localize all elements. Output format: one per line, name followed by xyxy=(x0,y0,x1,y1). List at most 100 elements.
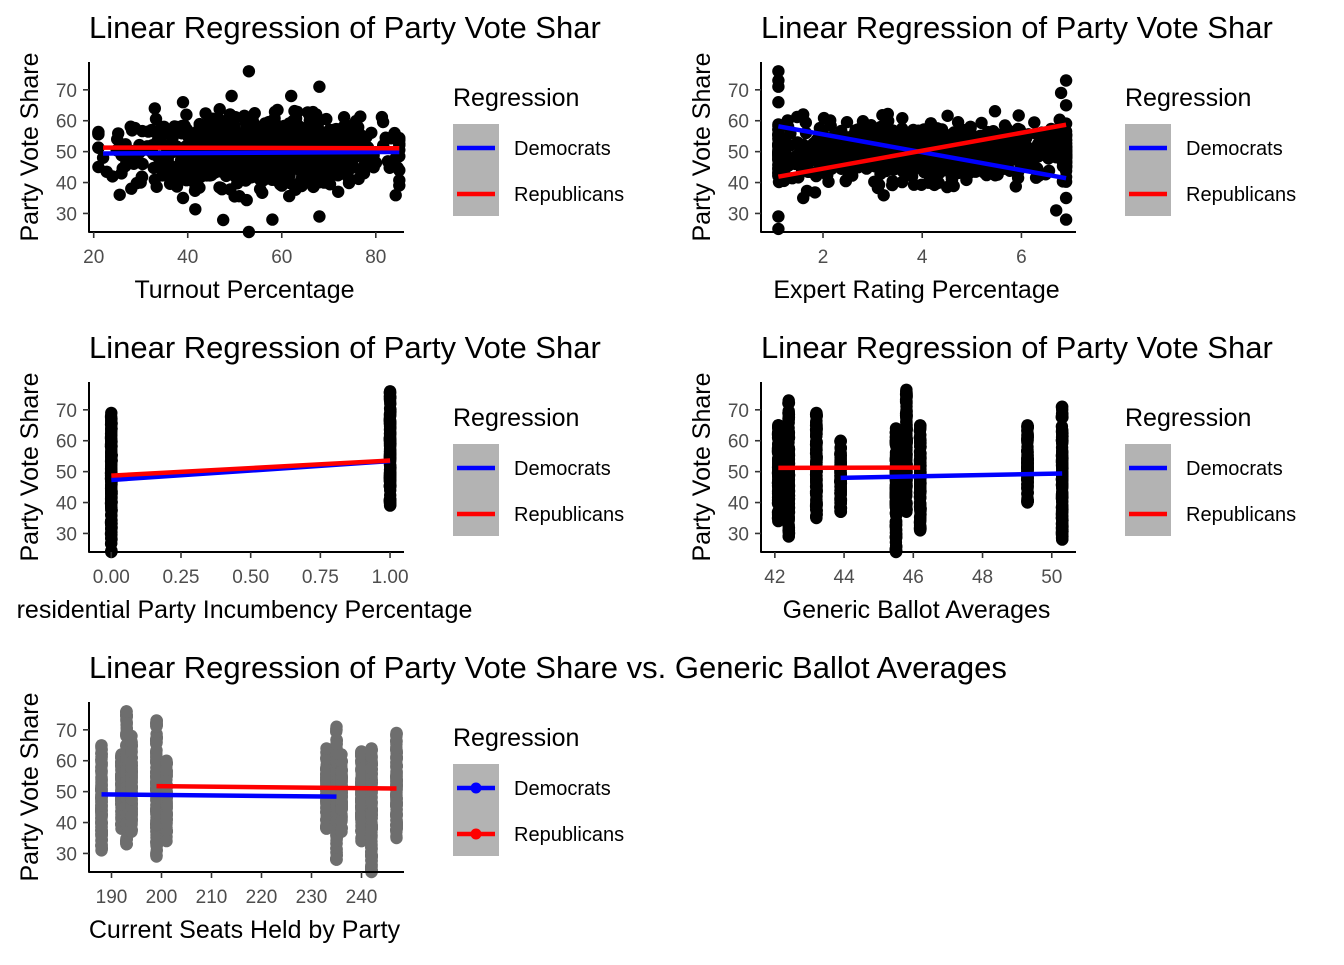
data-point xyxy=(105,458,117,470)
data-point xyxy=(914,419,926,431)
data-point xyxy=(338,111,350,123)
data-point xyxy=(1026,158,1038,170)
data-point xyxy=(390,799,402,811)
data-point xyxy=(176,127,188,139)
data-point xyxy=(1060,213,1072,225)
y-tick-label: 70 xyxy=(728,401,749,422)
y-tick-label: 30 xyxy=(728,204,749,225)
data-point xyxy=(149,174,161,186)
data-point xyxy=(1056,533,1068,545)
x-tick-label: 80 xyxy=(365,247,386,268)
data-point xyxy=(330,853,342,865)
data-point xyxy=(1013,109,1025,121)
data-point xyxy=(1050,204,1062,216)
data-point xyxy=(1056,401,1068,413)
data-point xyxy=(160,835,172,847)
legend-label-republicans: Republicans xyxy=(514,824,624,846)
data-point xyxy=(332,169,344,181)
legend-title: Regression xyxy=(1125,404,1251,432)
legend-label-democrats: Democrats xyxy=(514,138,611,160)
data-point xyxy=(1056,458,1068,470)
data-point xyxy=(875,121,887,133)
data-point xyxy=(900,454,912,466)
data-point xyxy=(1060,149,1072,161)
data-point xyxy=(810,407,822,419)
legend-label-republicans: Republicans xyxy=(1186,184,1296,206)
x-axis-label: Expert Rating Percentage xyxy=(773,276,1059,304)
data-point xyxy=(941,181,953,193)
data-point xyxy=(914,454,926,466)
x-tick-label: 6 xyxy=(1016,247,1027,268)
y-tick-label: 70 xyxy=(56,81,77,102)
data-point xyxy=(810,439,822,451)
data-point xyxy=(896,112,908,124)
data-point xyxy=(390,832,402,844)
legend-label-democrats: Democrats xyxy=(1186,138,1283,160)
data-point xyxy=(335,766,347,778)
data-point xyxy=(390,753,402,765)
chart-title: Linear Regression of Party Vote Shar xyxy=(89,330,601,365)
regression-line-democrats xyxy=(102,794,337,796)
y-tick-label: 40 xyxy=(56,494,77,515)
y-tick-label: 30 xyxy=(56,524,77,545)
data-point xyxy=(216,132,228,144)
data-point xyxy=(95,739,107,751)
y-axis-label: Party Vote Share xyxy=(688,372,716,561)
legend-key-background xyxy=(453,444,499,536)
data-point xyxy=(354,110,366,122)
data-point xyxy=(213,181,225,193)
data-point xyxy=(302,173,314,185)
data-point xyxy=(365,808,377,820)
x-tick-label: 2 xyxy=(818,247,829,268)
data-point xyxy=(952,116,964,128)
data-point xyxy=(355,167,367,179)
y-tick-label: 50 xyxy=(56,463,77,484)
regression-line-republicans xyxy=(157,786,397,788)
data-point xyxy=(105,407,117,419)
data-point xyxy=(125,826,137,838)
data-point xyxy=(900,385,912,397)
data-point xyxy=(313,81,325,93)
x-tick-label: 44 xyxy=(834,567,856,588)
data-point xyxy=(390,814,402,826)
y-axis-label: Party Vote Share xyxy=(16,52,44,241)
data-point xyxy=(136,125,148,137)
regression-line-republicans xyxy=(111,461,390,476)
x-tick-label: 220 xyxy=(246,887,278,908)
y-tick-label: 50 xyxy=(56,143,77,164)
data-point xyxy=(376,111,388,123)
data-point xyxy=(365,762,377,774)
x-axis-label: Generic Ballot Averages xyxy=(783,596,1051,624)
data-point xyxy=(846,169,858,181)
data-point xyxy=(259,128,271,140)
data-point xyxy=(180,109,192,121)
chart-title: Linear Regression of Party Vote Shar xyxy=(89,10,601,45)
data-point xyxy=(160,755,172,767)
data-point xyxy=(834,506,846,518)
chart-panel-3: Linear Regression of Party Vote Shar0.00… xyxy=(16,330,624,624)
y-tick-label: 60 xyxy=(728,432,749,453)
data-point xyxy=(240,115,252,127)
data-point xyxy=(772,96,784,108)
y-tick-label: 60 xyxy=(56,112,77,133)
x-tick-label: 240 xyxy=(346,887,378,908)
y-axis-label: Party Vote Share xyxy=(688,52,716,241)
x-tick-label: 0.50 xyxy=(232,567,269,588)
y-tick-label: 40 xyxy=(728,494,749,515)
data-point xyxy=(95,772,107,784)
legend-title: Regression xyxy=(453,84,579,112)
data-point xyxy=(266,213,278,225)
y-tick-label: 40 xyxy=(56,174,77,195)
x-tick-label: 1.00 xyxy=(372,567,409,588)
data-point xyxy=(964,122,976,134)
data-point xyxy=(906,170,918,182)
data-point xyxy=(797,108,809,120)
data-point xyxy=(393,164,405,176)
chart-panel-5: Linear Regression of Party Vote Share vs… xyxy=(16,650,1007,944)
data-point xyxy=(150,850,162,862)
